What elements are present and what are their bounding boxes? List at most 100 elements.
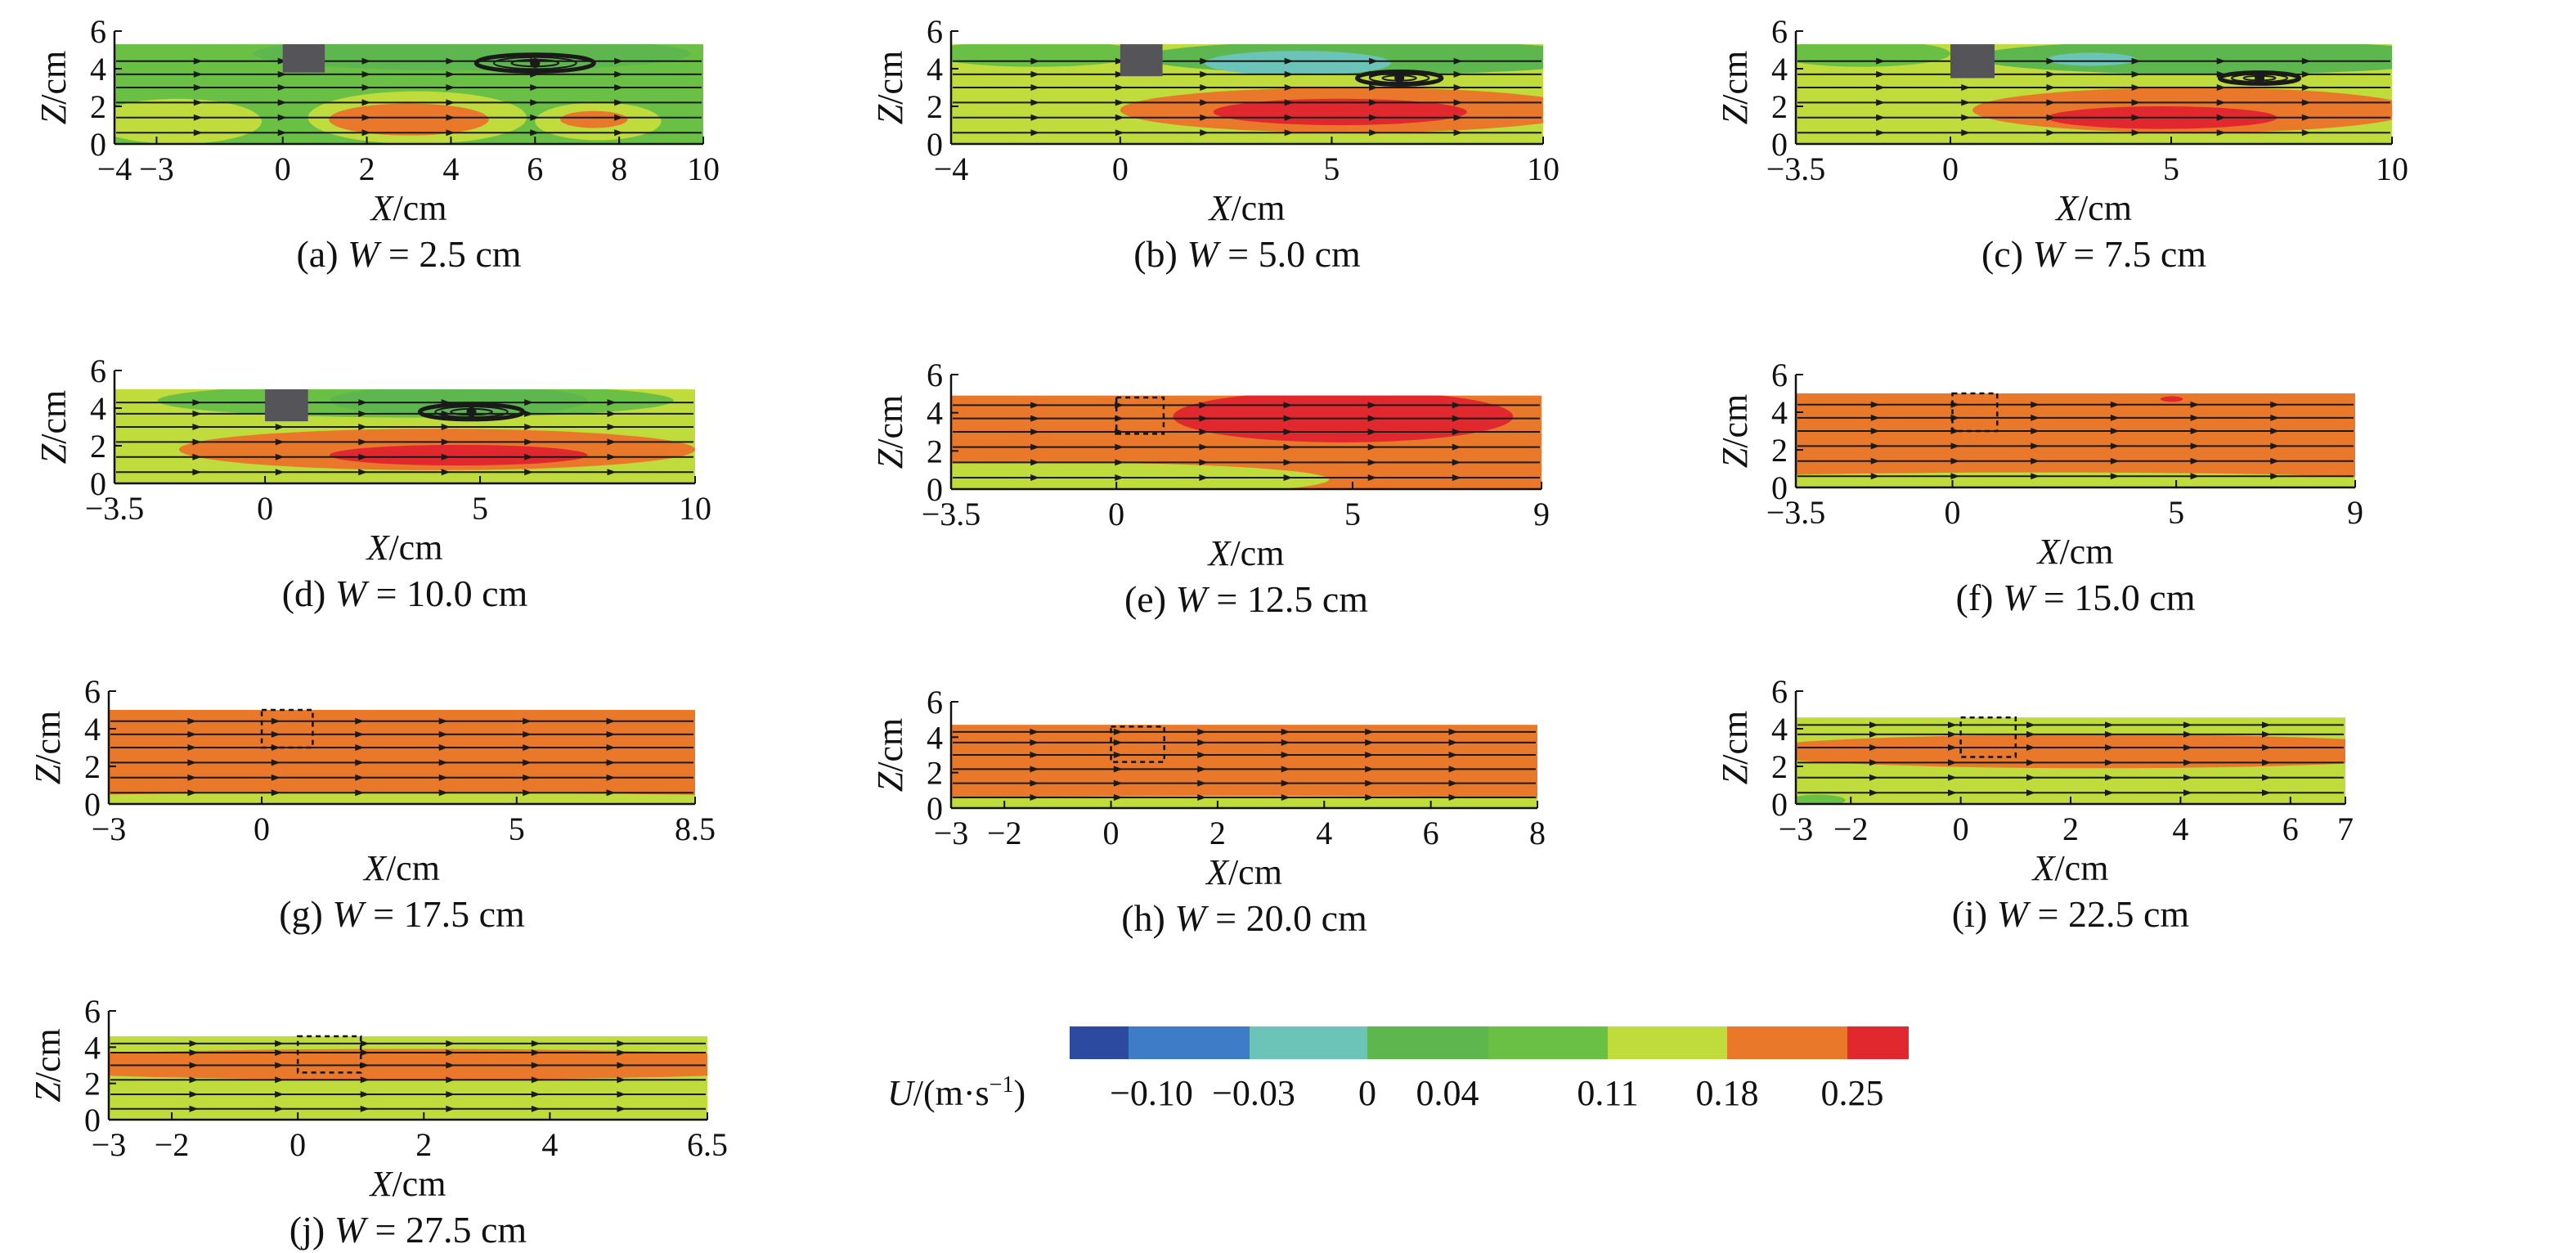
streamline-arrow (2031, 473, 2040, 480)
streamline-arrow (277, 99, 287, 106)
streamline-arrow (446, 57, 456, 65)
streamline-arrow (1369, 84, 1379, 91)
colorbar-tick-label: 0.04 (1416, 1073, 1479, 1113)
streamline-arrow (1448, 779, 1458, 787)
panel-caption: (i) W = 22.5 cm (1952, 893, 2190, 935)
streamline-arrow (1115, 443, 1124, 451)
x-axis-label: X/cm (362, 848, 440, 888)
y-tick-label: 0 (90, 126, 106, 163)
streamline-arrow (1115, 474, 1124, 481)
vortex-core (466, 406, 477, 417)
streamline-arrow (531, 1049, 541, 1056)
y-tick-label: 2 (927, 88, 943, 125)
x-tick-label: 2 (359, 150, 375, 187)
y-tick-label: 0 (1771, 786, 1788, 823)
streamline-arrow (2216, 84, 2226, 91)
streamline-arrow (614, 129, 624, 137)
streamline-arrow (2105, 789, 2114, 797)
streamline-arrow (1115, 114, 1124, 121)
streamline-arrow (1453, 114, 1463, 121)
streamline-arrow (1283, 415, 1293, 422)
streamline-arrow (2031, 457, 2040, 465)
vortex-ring (492, 56, 577, 70)
streamline-arrow (607, 438, 617, 446)
streamline-arrow (2105, 721, 2114, 729)
streamline-arrow (2183, 774, 2192, 781)
colorbar-swatch (1608, 1026, 1727, 1059)
velocity-region (951, 44, 1142, 67)
streamline-arrow (441, 469, 451, 476)
streamline-arrow (530, 84, 540, 91)
streamline-arrow (355, 759, 365, 766)
streamline-arrow (2131, 114, 2141, 121)
streamline-arrow (614, 84, 624, 91)
streamline-arrow (277, 129, 287, 137)
streamline-arrow (438, 774, 448, 781)
colorbar: −0.10 −0.03 0 0.04 0.11 0.18 0.25 U/(m·s−1) (887, 1026, 1909, 1113)
streamline-arrow (1453, 57, 1463, 65)
streamline-arrow (1283, 429, 1293, 435)
streamline-arrow (1452, 429, 1461, 435)
velocity-region (951, 462, 1329, 489)
y-tick-label: 4 (90, 390, 106, 427)
streamline-arrow (441, 424, 451, 430)
streamline-arrow (531, 1076, 541, 1084)
colorbar-swatch (1070, 1026, 1129, 1059)
streamline-arrow (193, 129, 203, 137)
streamline-arrow (187, 759, 197, 766)
vortex-ring (473, 52, 596, 74)
streamline-arrow (2131, 57, 2141, 65)
streamline-arrow (2110, 442, 2120, 450)
colorbar-swatch (1727, 1026, 1847, 1059)
streamline-arrow (1950, 442, 1960, 450)
streamline-arrow (446, 84, 456, 91)
streamline-arrow (1453, 70, 1463, 78)
streamline-arrow (1284, 129, 1294, 137)
streamline-arrow (607, 399, 617, 406)
streamline-arrow (360, 1062, 370, 1069)
streamline-arrow (2301, 84, 2311, 91)
streamline-arrow (187, 774, 197, 781)
streamline-arrow (531, 1062, 541, 1069)
streamline-arrow (617, 1105, 626, 1112)
y-tick-label: 6 (1771, 13, 1788, 50)
x-tick-label: 7 (2337, 811, 2354, 847)
streamline-arrow (1453, 84, 1463, 91)
y-tick-label: 0 (927, 790, 943, 827)
streamline-arrow (358, 410, 368, 417)
streamline-arrow (1452, 459, 1461, 466)
x-tick-label: 0 (1945, 494, 1961, 531)
y-tick-label: 4 (1771, 394, 1788, 431)
streamline-arrow (1197, 766, 1207, 773)
y-tick-label: 6 (90, 353, 106, 389)
x-tick-label: −2 (987, 815, 1022, 851)
streamline-arrow (1948, 730, 1957, 738)
streamline-arrow (1200, 99, 1209, 106)
streamline-arrow (275, 453, 285, 460)
streamline-arrow (606, 774, 616, 781)
streamline-arrow (277, 84, 287, 91)
x-axis-label: X/cm (369, 1164, 447, 1204)
streamline-arrow (189, 1049, 199, 1056)
y-axis-label: Z/cm (34, 390, 74, 464)
streamline-arrow (189, 1076, 199, 1084)
x-tick-label: −3 (139, 150, 174, 187)
streamline-arrow (275, 1049, 285, 1056)
streamline-arrow (607, 469, 617, 476)
panel-caption: (e) W = 12.5 cm (1124, 578, 1368, 620)
streamline-arrow (524, 410, 534, 417)
streamline-arrow (2216, 99, 2226, 106)
streamline-arrow (192, 410, 202, 417)
streamline-arrow (1115, 70, 1124, 78)
x-tick-label: 5 (1344, 496, 1361, 532)
panel-caption: (j) W = 27.5 cm (289, 1209, 527, 1251)
streamline-arrow (1199, 443, 1209, 451)
colorbar-label: U/(m·s−1) (887, 1072, 1025, 1113)
streamline-arrow (441, 453, 451, 460)
streamline-arrow (607, 410, 617, 417)
streamline-arrow (1961, 114, 1971, 121)
streamline-arrow (1200, 70, 1209, 78)
